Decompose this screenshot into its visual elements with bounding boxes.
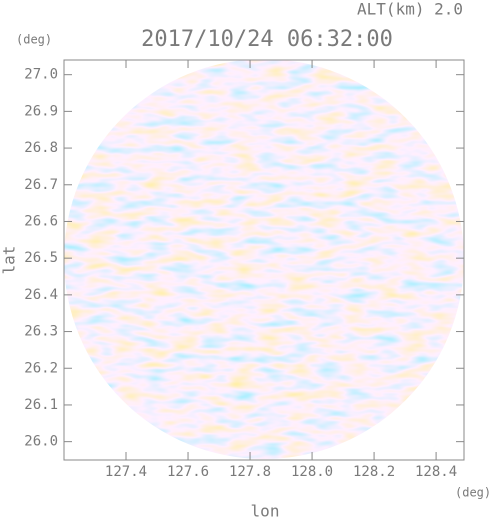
y-tick-label: 26.9 — [24, 103, 58, 119]
y-tick-label: 26.8 — [24, 140, 58, 156]
plot-frame — [63, 59, 465, 461]
y-unit: (deg) — [16, 33, 52, 47]
x-tick-label: 128.0 — [291, 464, 333, 480]
y-tick-label: 26.2 — [24, 360, 58, 376]
radar-field — [64, 60, 464, 459]
y-tick-label: 26.0 — [24, 434, 58, 450]
y-tick-label: 26.3 — [24, 324, 58, 340]
chart-title: 2017/10/24 06:32:00 — [141, 27, 393, 52]
x-unit: (deg) — [455, 486, 491, 500]
y-tick-label: 26.6 — [24, 213, 58, 229]
y-tick-label: 26.5 — [24, 250, 58, 266]
x-tick-label: 127.6 — [167, 464, 209, 480]
x-tick-label: 128.2 — [353, 464, 395, 480]
y-tick-label: 26.4 — [24, 287, 58, 303]
x-tick-label: 128.4 — [415, 464, 457, 480]
x-tick-label: 127.4 — [105, 464, 147, 480]
y-tick-label: 26.7 — [24, 177, 58, 193]
y-tick-label: 27.0 — [24, 67, 58, 83]
x-axis-label: lon — [251, 502, 280, 521]
velocity-field — [64, 60, 464, 459]
y-axis-label: lat — [0, 246, 19, 275]
y-tick-label: 26.1 — [24, 397, 58, 413]
subtitle: ALT(km) 2.0 — [357, 0, 463, 19]
x-tick-label: 127.8 — [229, 464, 271, 480]
